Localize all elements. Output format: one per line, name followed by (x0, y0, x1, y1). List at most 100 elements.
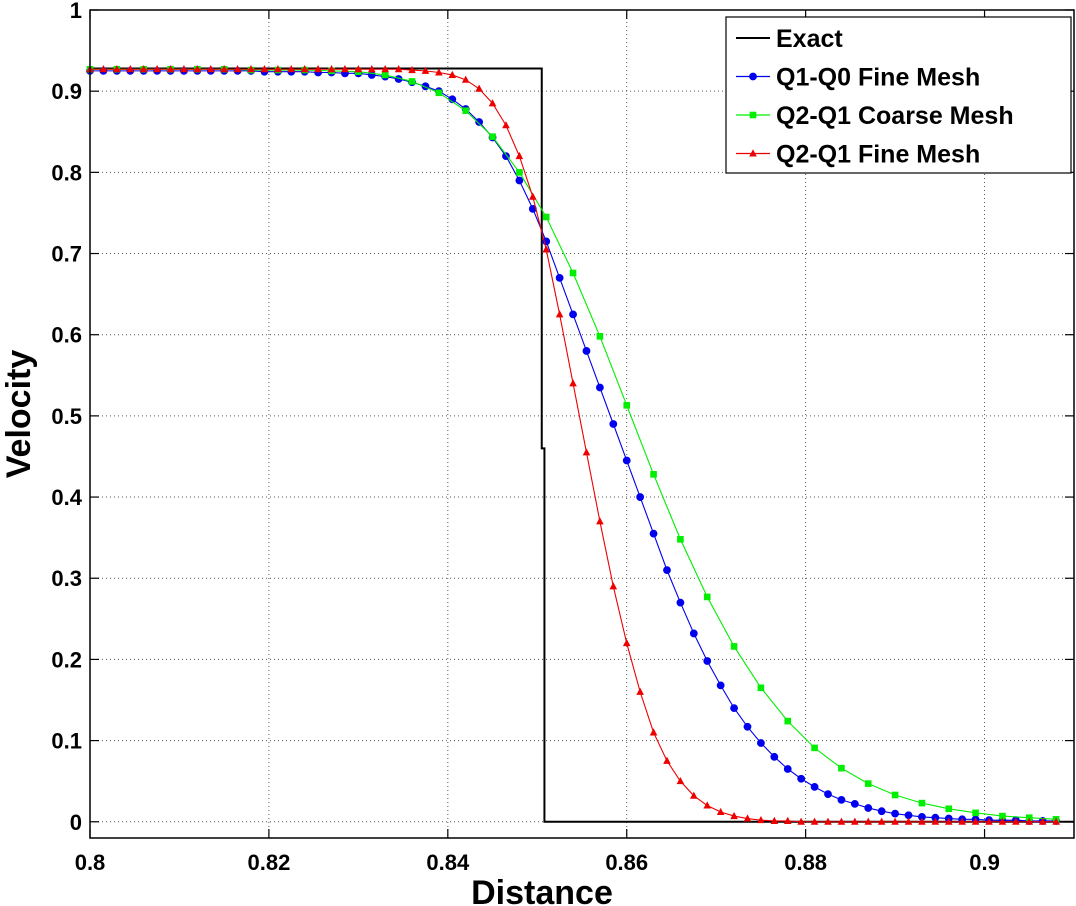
data-point (749, 72, 757, 81)
data-point (367, 65, 376, 73)
data-point (972, 809, 979, 817)
data-point (596, 517, 604, 525)
data-point (703, 593, 711, 601)
data-point (515, 151, 524, 160)
y-tick-label: 0.7 (51, 242, 82, 267)
data-point (569, 269, 577, 277)
y-tick-label: 0.4 (51, 485, 82, 510)
series-1 (90, 67, 1074, 823)
data-point (783, 816, 792, 824)
data-point (904, 817, 913, 825)
data-point (247, 65, 255, 73)
x-tick-label: 0.86 (605, 850, 648, 875)
data-point (609, 582, 618, 590)
data-point (703, 801, 712, 809)
data-point (139, 65, 148, 73)
data-point (824, 790, 832, 799)
data-point (749, 149, 757, 157)
legend-label: Q1-Q0 Fine Mesh (776, 64, 980, 92)
data-point (783, 765, 792, 773)
data-point (837, 817, 846, 825)
data-point (516, 169, 523, 176)
x-tick-label: 0.9 (969, 850, 1000, 875)
data-point (663, 756, 671, 764)
data-point (716, 681, 725, 690)
data-point (166, 65, 175, 73)
data-point (542, 245, 551, 253)
data-point (636, 687, 644, 695)
data-point (582, 448, 591, 456)
data-point (287, 65, 296, 73)
y-tick-label: 0.1 (51, 729, 82, 754)
data-point (757, 739, 765, 747)
data-point (529, 192, 537, 200)
legend: Exact Q1-Q0 Fine Mesh Q2-Q1 Coarse Mesh Q2-… (725, 16, 1072, 174)
data-point (462, 107, 470, 114)
data-point (354, 65, 363, 73)
data-point (985, 817, 993, 825)
legend-label: Q2-Q1 Coarse Mesh (776, 102, 1014, 130)
data-point (408, 78, 416, 85)
data-point (757, 815, 765, 824)
data-point (596, 333, 604, 340)
y-tick-label: 0.9 (51, 79, 82, 104)
data-point (435, 68, 443, 76)
data-point (113, 65, 121, 73)
data-point (327, 65, 336, 73)
data-point (824, 817, 832, 825)
legend-label: Exact (776, 25, 843, 53)
y-tick-label: 0.8 (51, 160, 82, 185)
data-point (489, 133, 496, 140)
data-point (877, 817, 886, 825)
data-point (730, 704, 738, 713)
data-point (918, 799, 926, 807)
data-point (300, 65, 309, 73)
data-point (569, 310, 577, 319)
data-point (770, 752, 779, 761)
data-point (864, 804, 873, 812)
data-point (555, 310, 564, 318)
data-point (475, 84, 483, 92)
data-point (394, 65, 403, 73)
data-point (730, 643, 738, 650)
data-point (918, 817, 926, 825)
data-point (475, 118, 484, 126)
data-point (971, 817, 980, 825)
data-point (314, 65, 322, 73)
data-point (502, 152, 510, 161)
data-point (958, 817, 966, 825)
data-point (749, 111, 757, 119)
data-point (622, 456, 631, 465)
data-point (743, 722, 752, 731)
series-line (90, 67, 1074, 823)
data-point (891, 809, 899, 818)
y-tick-label: 0.6 (51, 323, 82, 348)
data-point (784, 717, 792, 725)
legend-entry: Q1-Q0 Fine Mesh (736, 64, 980, 92)
data-point (180, 65, 188, 73)
data-point (99, 65, 108, 73)
y-tick-label: 0.2 (51, 647, 82, 672)
data-point (864, 817, 873, 825)
y-tick-label: 0.3 (51, 566, 82, 591)
data-point (206, 65, 215, 73)
data-point (944, 817, 953, 825)
x-tick-label: 0.8 (75, 850, 106, 875)
data-point (716, 807, 725, 816)
data-point (797, 817, 805, 825)
data-point (260, 65, 269, 73)
data-point (703, 657, 712, 665)
data-point (689, 629, 698, 638)
data-point (1012, 817, 1020, 825)
axis-tick-labels: 0.8 0.82 0.84 0.86 0.88 0.9 0 0.1 0.2 0.3 0.4 0.5 0.… (51, 0, 999, 875)
y-tick-label: 1 (70, 0, 82, 23)
data-point (663, 566, 671, 575)
data-point (569, 379, 577, 387)
data-point (730, 811, 738, 820)
data-point (381, 65, 389, 73)
data-point (636, 493, 645, 501)
x-tick-label: 0.88 (784, 850, 827, 875)
data-point (649, 529, 658, 538)
data-point (676, 598, 685, 607)
